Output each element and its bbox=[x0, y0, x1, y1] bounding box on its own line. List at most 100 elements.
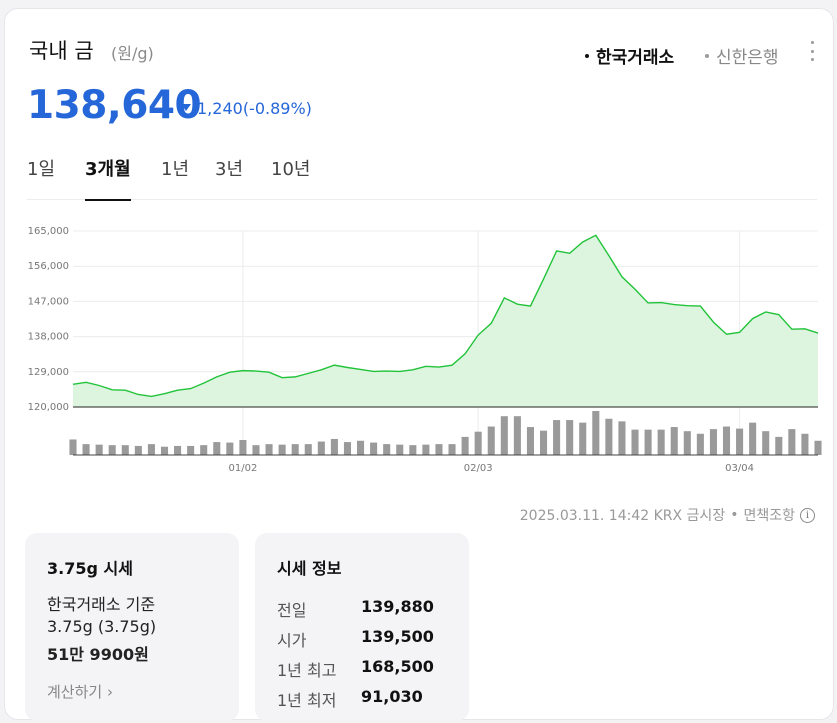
separator-dot: • bbox=[730, 507, 739, 523]
volume-bar bbox=[343, 442, 352, 455]
unit-label: (원/g) bbox=[111, 44, 154, 63]
volume-bar bbox=[252, 445, 260, 455]
y-tick-label: 120,000 bbox=[28, 402, 69, 413]
weight-price-box: 3.75g 시세 한국거래소 기준 3.75g (3.75g) 51만 9900… bbox=[25, 533, 239, 721]
x-tick-label: 02/03 bbox=[464, 463, 493, 474]
source-shinhan-option[interactable]: 신한은행 bbox=[705, 43, 779, 68]
volume-bar bbox=[435, 444, 443, 455]
volume-bar bbox=[213, 442, 221, 455]
tab-1y[interactable]: 1년 bbox=[161, 159, 190, 180]
info-row-value: 168,500 bbox=[361, 657, 434, 676]
volume-bar bbox=[174, 445, 182, 455]
weight-text: 3.75g (3.75g) bbox=[47, 617, 157, 636]
volume-bar bbox=[788, 429, 796, 455]
timestamp-text: 2025.03.11. 14:42 KRX 금시장 bbox=[519, 508, 726, 524]
volume-bar bbox=[82, 444, 90, 455]
info-row-label: 1년 최고 bbox=[277, 661, 337, 680]
volume-bar bbox=[422, 444, 430, 455]
price-line bbox=[72, 234, 819, 398]
weight-price-value: 51만 9900원 bbox=[47, 645, 149, 664]
info-row-label: 시가 bbox=[277, 631, 307, 650]
volume-bar bbox=[304, 444, 312, 455]
volume-bar bbox=[330, 438, 338, 455]
current-price: 138,640 bbox=[27, 83, 202, 128]
x-tick-label: 03/04 bbox=[725, 463, 754, 474]
volume-bar bbox=[749, 422, 757, 455]
volume-bar bbox=[683, 431, 691, 455]
price-chart[interactable]: 165,000 156,000 147,000 138,000 129,000 120,0… bbox=[23, 219, 828, 489]
volume-bar bbox=[448, 444, 456, 455]
calculate-link[interactable]: 계산하기 › bbox=[47, 681, 113, 702]
volume-bar bbox=[513, 416, 521, 455]
volume-bar bbox=[631, 429, 639, 455]
info-row-label: 1년 최저 bbox=[277, 691, 337, 710]
volume-bar bbox=[409, 445, 417, 455]
dot-icon bbox=[705, 54, 709, 58]
volume-bar bbox=[487, 426, 495, 455]
chevron-right-icon: › bbox=[106, 683, 113, 701]
info-row-value: 139,500 bbox=[361, 627, 434, 646]
tab-10y[interactable]: 10년 bbox=[271, 159, 311, 180]
change-amount: 1,240 bbox=[197, 99, 243, 118]
volume-bar bbox=[500, 416, 508, 455]
volume-bar bbox=[95, 444, 103, 455]
y-tick-label: 129,000 bbox=[28, 367, 69, 378]
more-vertical-icon[interactable] bbox=[807, 41, 817, 61]
x-tick-label: 01/02 bbox=[228, 463, 257, 474]
volume-bar bbox=[461, 436, 469, 455]
info-row-value: 91,030 bbox=[361, 687, 423, 706]
selected-dot-icon bbox=[585, 54, 589, 58]
page-title: 국내 금 bbox=[29, 39, 94, 63]
disclaimer-link[interactable]: 면책조항 bbox=[743, 508, 795, 524]
volume-bar bbox=[474, 431, 482, 455]
volume-bar bbox=[265, 444, 273, 455]
volume-bar bbox=[239, 439, 247, 455]
volume-bar bbox=[396, 444, 404, 455]
tab-3y[interactable]: 3년 bbox=[215, 159, 244, 180]
down-arrow-icon bbox=[181, 104, 191, 111]
price-change: 1,240(-0.89%) bbox=[181, 99, 312, 118]
price-area-fill bbox=[73, 235, 818, 407]
period-tabs: 1일 3개월 1년 3년 10년 bbox=[27, 155, 817, 201]
volume-bar bbox=[200, 445, 208, 455]
volume-bar bbox=[762, 431, 770, 455]
volume-bar bbox=[644, 429, 652, 455]
info-icon[interactable]: i bbox=[800, 507, 815, 523]
source-krx-option[interactable]: 한국거래소 bbox=[585, 43, 674, 68]
volume-bar bbox=[814, 440, 822, 455]
gold-price-card: 국내 금 (원/g) 한국거래소 신한은행 138,640 1,240(-0.8… bbox=[4, 8, 834, 721]
volume-bar bbox=[278, 444, 286, 455]
volume-bar bbox=[736, 428, 744, 455]
volume-bar bbox=[657, 429, 665, 455]
volume-bar bbox=[317, 441, 325, 455]
volume-bar bbox=[801, 433, 809, 455]
volume-bar bbox=[553, 420, 561, 455]
y-tick-label: 138,000 bbox=[28, 332, 69, 343]
source-shinhan-label: 신한은행 bbox=[716, 48, 779, 68]
change-percent: (-0.89%) bbox=[242, 99, 312, 118]
volume-bar bbox=[592, 411, 600, 455]
volume-bar bbox=[357, 440, 365, 455]
volume-bar bbox=[696, 433, 704, 455]
tab-1d[interactable]: 1일 bbox=[27, 159, 56, 180]
volume-bar bbox=[566, 420, 574, 455]
quote-info-title: 시세 정보 bbox=[277, 559, 342, 578]
info-row-value: 139,880 bbox=[361, 597, 434, 616]
volume-bar bbox=[134, 445, 142, 455]
volume-bar bbox=[722, 426, 731, 455]
volume-bar bbox=[291, 444, 299, 455]
volume-bar bbox=[147, 444, 155, 455]
volume-bar bbox=[370, 442, 378, 455]
timestamp-row: 2025.03.11. 14:42 KRX 금시장 • 면책조항 i bbox=[520, 505, 815, 525]
volume-bar bbox=[121, 445, 129, 455]
volume-bar bbox=[160, 446, 169, 455]
info-row-label: 전일 bbox=[277, 601, 307, 620]
volume-bar bbox=[526, 427, 534, 455]
volume-bar bbox=[539, 430, 548, 455]
volume-bar bbox=[775, 436, 783, 455]
quote-info-box: 시세 정보 전일 139,880 시가 139,500 1년 최고 168,50… bbox=[255, 533, 469, 721]
calculate-label: 계산하기 bbox=[47, 683, 103, 701]
volume-bar bbox=[69, 439, 77, 455]
tab-3m[interactable]: 3개월 bbox=[85, 155, 131, 201]
volume-bar bbox=[108, 445, 116, 455]
